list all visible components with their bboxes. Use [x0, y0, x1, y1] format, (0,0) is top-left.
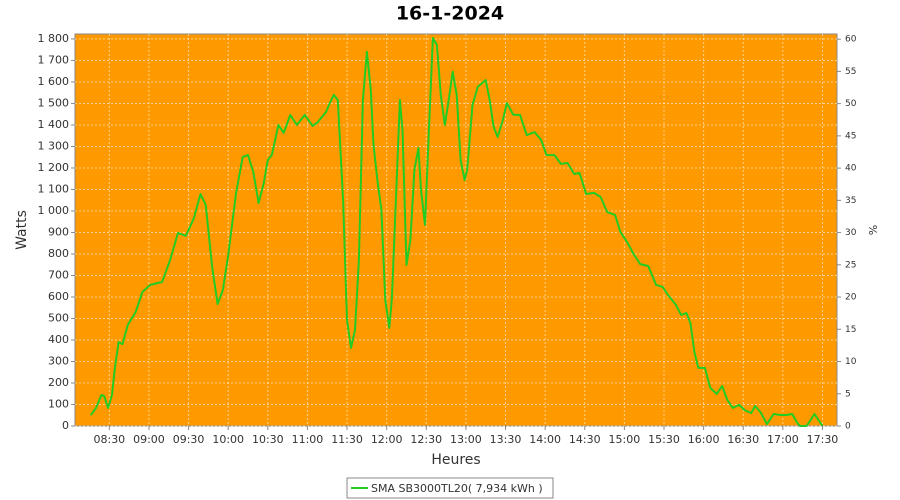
y-tick-label: 1 000 [38, 204, 70, 217]
y-tick-label: 100 [48, 397, 69, 410]
y-tick-label: 200 [48, 376, 69, 389]
legend-label: SMA SB3000TL20( 7,934 kWh ) [371, 482, 543, 495]
y2-axis-label: % [866, 225, 879, 235]
x-tick-label: 14:30 [569, 433, 601, 446]
y-tick-label: 300 [48, 354, 69, 367]
y-tick-label: 0 [62, 419, 69, 432]
x-tick-label: 10:00 [212, 433, 244, 446]
x-tick-label: 14:00 [529, 433, 561, 446]
y-tick-label: 1 200 [38, 161, 70, 174]
y-tick-label: 1 500 [38, 96, 70, 109]
x-tick-label: 09:30 [173, 433, 205, 446]
y-tick-label: 400 [48, 333, 69, 346]
x-tick-label: 17:00 [767, 433, 799, 446]
y2-tick-label: 5 [845, 389, 851, 399]
x-tick-label: 11:00 [292, 433, 324, 446]
y-tick-label: 1 600 [38, 75, 70, 88]
y2-tick-label: 25 [845, 260, 856, 270]
y-tick-label: 1 700 [38, 53, 70, 66]
legend: SMA SB3000TL20( 7,934 kWh ) [346, 477, 554, 499]
y2-tick-label: 0 [845, 422, 851, 432]
y-tick-label: 900 [48, 225, 69, 238]
x-tick-label: 13:30 [490, 433, 522, 446]
y-tick-label: 700 [48, 268, 69, 281]
x-tick-label: 08:30 [93, 433, 125, 446]
y2-tick-label: 55 [845, 67, 856, 77]
y2-tick-label: 10 [845, 357, 857, 367]
x-tick-label: 17:30 [807, 433, 839, 446]
x-tick-label: 09:00 [133, 433, 165, 446]
y-tick-label: 600 [48, 290, 69, 303]
y2-tick-label: 50 [845, 99, 857, 109]
y2-tick-label: 15 [845, 325, 856, 335]
y2-tick-label: 35 [845, 196, 856, 206]
x-tick-label: 10:30 [252, 433, 284, 446]
y-axis-label: Watts [14, 210, 30, 250]
y2-tick-label: 20 [845, 293, 857, 303]
x-tick-label: 15:00 [609, 433, 641, 446]
x-tick-label: 13:00 [450, 433, 482, 446]
x-axis-label: Heures [431, 452, 480, 468]
y-tick-label: 1 100 [38, 182, 70, 195]
y-tick-label: 500 [48, 311, 69, 324]
y-tick-label: 1 300 [38, 139, 70, 152]
data-line [89, 36, 824, 427]
chart-title: 16-1-2024 [396, 3, 504, 25]
y-tick-label: 1 400 [38, 118, 70, 131]
y2-tick-label: 60 [845, 35, 857, 45]
y2-tick-label: 40 [845, 164, 857, 174]
x-tick-label: 16:30 [727, 433, 759, 446]
x-tick-label: 15:30 [648, 433, 680, 446]
y2-tick-label: 45 [845, 131, 856, 141]
y-tick-label: 800 [48, 247, 69, 260]
y2-tick-label: 30 [845, 228, 857, 238]
x-tick-label: 11:30 [331, 433, 363, 446]
x-tick-label: 16:00 [688, 433, 720, 446]
y-tick-label: 1 800 [38, 32, 70, 45]
x-tick-label: 12:30 [410, 433, 442, 446]
x-tick-label: 12:00 [371, 433, 403, 446]
legend-box [346, 477, 554, 499]
